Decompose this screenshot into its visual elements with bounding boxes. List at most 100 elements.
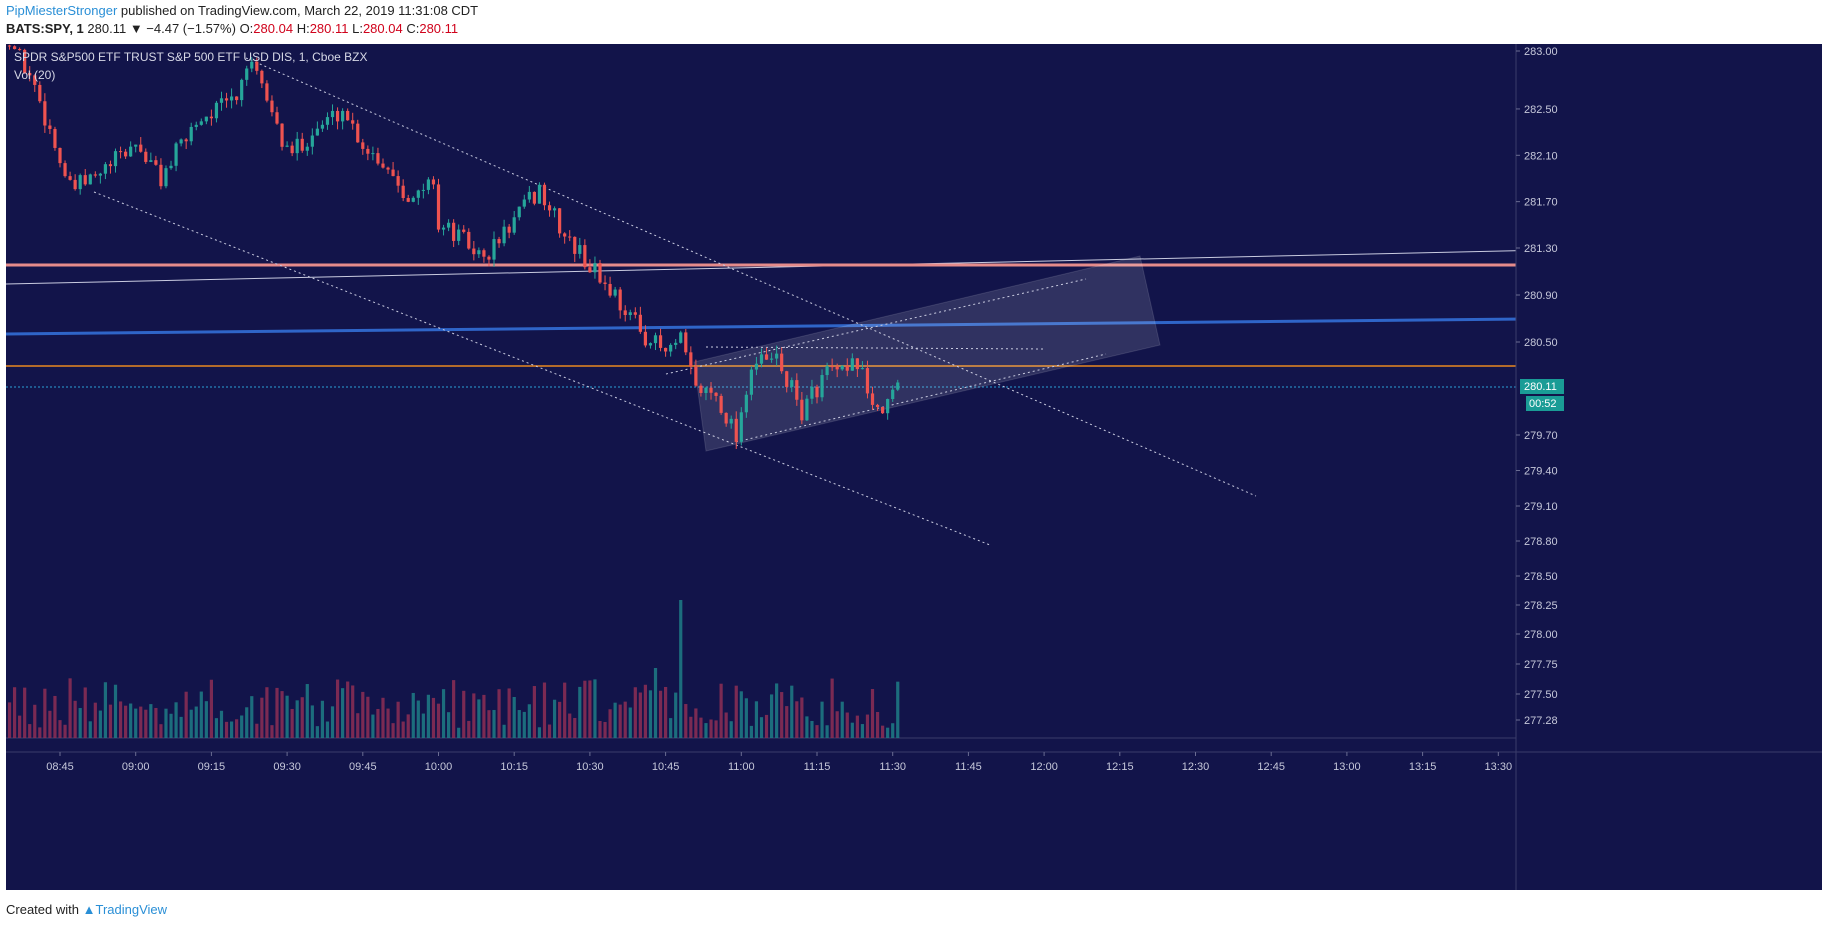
volume-bar [441,689,446,738]
volume-bar [820,701,824,738]
volume-bar [709,719,713,738]
candle [608,283,612,296]
volume-bar [815,725,819,738]
upper-channel-line [245,57,1257,497]
volume-bar [759,717,764,738]
close-label: C: [406,21,420,36]
channel-mid-dotted [705,346,1045,350]
candle [134,144,138,147]
volume-bar [386,708,390,738]
volume-bar [406,714,410,738]
candle [341,110,345,122]
candle [719,395,723,413]
price-tick-label: 281.70 [1524,197,1558,209]
high-label: H: [296,21,310,36]
candle [295,138,299,154]
candle [351,120,355,124]
publish-text: published on TradingView.com, March 22, … [117,3,479,18]
candle [482,250,486,257]
volume-bar [679,600,683,738]
candle [699,385,703,393]
volume-bar [149,704,153,738]
volume-bar [28,724,32,738]
candle [330,110,335,118]
candle [845,365,849,371]
candle [891,389,895,400]
volume-bar [714,720,718,738]
volume-bar [401,721,405,738]
candle [759,354,764,364]
volume-bar [53,695,57,738]
low-value: 280.04 [362,21,403,36]
candle [694,366,698,386]
volume-bar [785,706,789,738]
volume-bar [865,714,870,738]
volume-bar [790,685,794,738]
volume-bar [729,721,733,738]
time-tick-label: 09:00 [122,761,150,773]
candle [517,206,521,218]
volume-bar [457,727,461,738]
volume-bar [775,683,779,738]
volume-bar [48,710,52,738]
volume-bar [290,708,294,738]
time-tick-label: 10:45 [652,761,680,773]
volume-bar [199,691,203,738]
volume-bar [669,718,673,738]
volume-bar [275,687,279,738]
volume-bar [224,721,229,738]
volume-bar [704,723,708,738]
volume-bar [583,680,587,738]
price-label: 280.11 [87,21,127,36]
candle [396,176,400,186]
volume-bar [219,710,224,738]
volume-bar [568,713,572,738]
volume-bar [310,705,314,738]
candle [679,332,683,343]
candle [174,143,178,166]
time-tick-label: 10:00 [425,761,453,773]
candle [113,151,118,167]
volume-bar [825,725,829,738]
volume-bar [850,722,854,738]
candle [255,61,259,71]
volume-bar [139,706,143,738]
volume-bar [462,690,466,738]
volume-bar [164,708,168,738]
volume-bar [547,724,552,738]
volume-bar [855,715,859,738]
candle [840,365,844,370]
candle [643,331,648,346]
candle [441,227,446,230]
volume-bar [381,697,385,738]
chart-area[interactable]: 283.00 282.50 282.10 281.70 281.30 280.90 280.… [6,44,1822,890]
time-tick-label: 10:15 [500,761,528,773]
price-chart-svg[interactable]: 283.00 282.50 282.10 281.70 281.30 280.90 280.… [6,44,1822,890]
volume-bar [280,691,284,738]
tradingview-logo-icon[interactable]: ▲ [82,902,96,917]
volume-bar [330,706,335,738]
candle [58,147,62,164]
time-tick-label: 12:00 [1030,761,1058,773]
volume-bar [305,684,309,738]
channel-upper-dotted [665,278,1087,375]
author-link[interactable]: PipMiesterStronger [6,3,118,18]
channel-box [693,255,1161,452]
candle [563,233,567,237]
candle [497,239,501,244]
candle [53,128,57,148]
volume-bar [18,715,22,738]
price-tick-label: 280.50 [1524,337,1558,349]
volume-bar [376,708,380,738]
volume-bar [653,668,658,738]
volume-bar [754,701,759,738]
volume-bar [12,687,17,738]
price-tick-label: 280.90 [1524,290,1558,302]
candle [12,46,17,50]
price-tick-label: 279.70 [1524,430,1558,442]
candle [542,184,547,206]
candle [260,70,264,84]
tradingview-brand[interactable]: TradingView [95,902,168,917]
volume-bar [118,701,123,738]
candle [835,366,839,370]
